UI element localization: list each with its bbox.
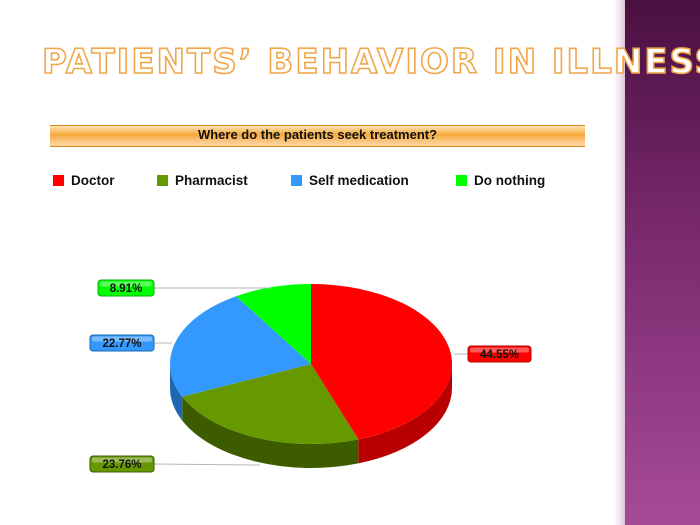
legend-label-self-medication: Self medication bbox=[309, 173, 409, 188]
chart-title: Where do the patients seek treatment? bbox=[197, 127, 438, 142]
legend-swatch-self-medication bbox=[291, 175, 302, 186]
data-label-text-pharmacist: 23.76% bbox=[102, 459, 141, 471]
data-label-box-doctor bbox=[467, 345, 532, 363]
chart-header-band bbox=[50, 125, 585, 147]
legend-item-do-nothing: Do nothing bbox=[456, 173, 545, 188]
data-label-text-doctor: 44.55% bbox=[480, 349, 519, 361]
pie-slice-self-medication bbox=[169, 296, 311, 397]
data-label-do-nothing: 8.91% bbox=[97, 279, 270, 297]
data-label-box-pharmacist bbox=[89, 455, 155, 473]
pie-side-pharmacist bbox=[182, 396, 359, 468]
data-label-doctor: 44.55% bbox=[454, 345, 532, 363]
legend-label-do-nothing: Do nothing bbox=[474, 173, 546, 188]
data-label-gloss-doctor bbox=[470, 347, 529, 353]
chart-legend: Doctor Pharmacist Self medication Do not… bbox=[53, 173, 593, 193]
legend-label-pharmacist: Pharmacist bbox=[175, 173, 248, 188]
legend-swatch-doctor bbox=[53, 175, 64, 186]
pie-side-self-medication bbox=[170, 364, 183, 421]
leader-line-pharmacist bbox=[153, 463, 261, 466]
legend-item-doctor: Doctor bbox=[53, 173, 115, 188]
pie-slice-do-nothing bbox=[236, 284, 311, 364]
legend-item-pharmacist: Pharmacist bbox=[157, 173, 248, 188]
pie-side-doctor bbox=[358, 364, 452, 464]
data-label-box-do-nothing bbox=[97, 279, 155, 297]
pie-slice-doctor bbox=[311, 283, 453, 440]
legend-item-self-medication: Self medication bbox=[291, 173, 409, 188]
slide-title: PATIENTS’ BEHAVIOR IN ILLNESS bbox=[41, 41, 700, 83]
data-label-text-self-medication: 22.77% bbox=[102, 338, 141, 350]
pie-side-walls bbox=[170, 364, 452, 468]
side-panel-edge bbox=[613, 0, 625, 525]
legend-label-doctor: Doctor bbox=[71, 173, 115, 188]
data-label-box-self-medication bbox=[89, 334, 155, 352]
data-label-gloss-self-medication bbox=[92, 336, 152, 342]
data-label-pharmacist: 23.76% bbox=[89, 455, 261, 473]
data-label-gloss-do-nothing bbox=[100, 281, 152, 287]
pie-slice-pharmacist bbox=[182, 364, 359, 444]
data-label-text-do-nothing: 8.91% bbox=[110, 283, 143, 295]
legend-swatch-do-nothing bbox=[456, 175, 467, 186]
data-label-self-medication: 22.77% bbox=[89, 334, 172, 352]
decorative-side-panel bbox=[625, 0, 700, 525]
legend-swatch-pharmacist bbox=[157, 175, 168, 186]
data-label-gloss-pharmacist bbox=[92, 457, 152, 463]
